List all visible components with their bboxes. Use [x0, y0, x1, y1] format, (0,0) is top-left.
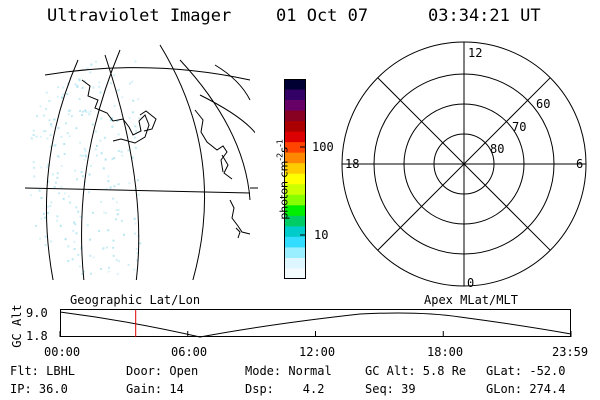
colorbar-band	[284, 257, 306, 270]
colorbar-band	[284, 247, 306, 259]
geographic-image-panel[interactable]	[20, 40, 280, 280]
orbit-xtick-1800: 18:00	[427, 345, 464, 359]
orbit-xtick-0000: 00:00	[44, 345, 81, 359]
orbit-ytick-max: 9.0	[26, 306, 48, 320]
mlat-label-80: 80	[490, 142, 505, 156]
seq-info: Seq: 39	[365, 382, 416, 396]
orbit-xtick-2359: 23:59	[552, 345, 589, 359]
mlat-label-70: 70	[512, 120, 527, 134]
orbit-altitude-plot[interactable]	[59, 309, 572, 338]
orbit-xtick-1200: 12:00	[299, 345, 336, 359]
colorbar-tick-label-10: 10	[314, 228, 329, 242]
colorbar-band	[284, 142, 306, 154]
filter-info: Flt: LBHL	[10, 364, 76, 378]
auroral-emission-speckle	[30, 60, 142, 276]
gain-info: Gain: 14	[126, 382, 184, 396]
app-title: Ultraviolet Imager	[47, 6, 232, 26]
magnetic-polar-plot[interactable]	[336, 35, 592, 291]
orbit-ytick-min: 1.8	[26, 329, 48, 343]
magnetic-panel-label: Apex MLat/MLT	[424, 293, 518, 307]
date-label: 01 Oct 07	[276, 6, 369, 26]
mlt-label-12: 12	[468, 46, 483, 60]
glat-info: GLat: -52.0	[486, 364, 566, 378]
colorbar-band	[284, 121, 306, 133]
door-info: Door: Open	[126, 364, 199, 378]
glon-info: GLon: 274.4	[486, 382, 566, 396]
latitude-grid	[24, 44, 255, 280]
mlat-label-60: 60	[536, 97, 551, 111]
mlt-label-18: 18	[345, 157, 360, 171]
longitude-grid	[46, 49, 121, 280]
geographic-panel-label: Geographic Lat/Lon	[70, 293, 201, 307]
gc-alt-info: GC Alt: 5.8 Re	[365, 364, 467, 378]
orbit-ylabel: GC Alt	[10, 304, 24, 348]
colorbar-band	[284, 100, 306, 112]
mode-info: Mode: Normal	[245, 364, 332, 378]
colorbar-band	[284, 152, 306, 164]
colorbar-band	[284, 173, 306, 185]
colorbar-band	[284, 215, 306, 227]
colorbar-band	[284, 163, 306, 175]
mlt-label-6: 6	[576, 157, 584, 171]
colorbar-band	[284, 131, 306, 143]
colorbar-band	[284, 89, 306, 101]
colorbar-band	[284, 110, 306, 122]
colorbar-band	[284, 194, 306, 206]
orbit-altitude-curve	[59, 311, 572, 338]
ip-info: IP: 36.0	[10, 382, 68, 396]
time-label: 03:34:21 UT	[428, 6, 541, 26]
mlt-diagonal-2	[377, 77, 551, 251]
orbit-xticks	[59, 331, 572, 337]
colorbar-tick-label-100: 100	[312, 140, 334, 154]
colorbar-band	[284, 236, 306, 249]
colorbar-band	[284, 184, 306, 196]
orbit-xtick-0600: 06:00	[171, 345, 208, 359]
photon-flux-colorbar	[284, 79, 306, 280]
colorbar-band	[284, 205, 306, 217]
colorbar-units-label: photon cm-2s-1	[275, 139, 291, 220]
dsp-info: Dsp: 4.2	[245, 382, 325, 396]
colorbar-band	[284, 268, 306, 280]
coastline	[81, 79, 251, 239]
colorbar-band	[284, 79, 306, 91]
colorbar-band	[284, 226, 306, 238]
mlt-label-0: 0	[467, 276, 475, 290]
